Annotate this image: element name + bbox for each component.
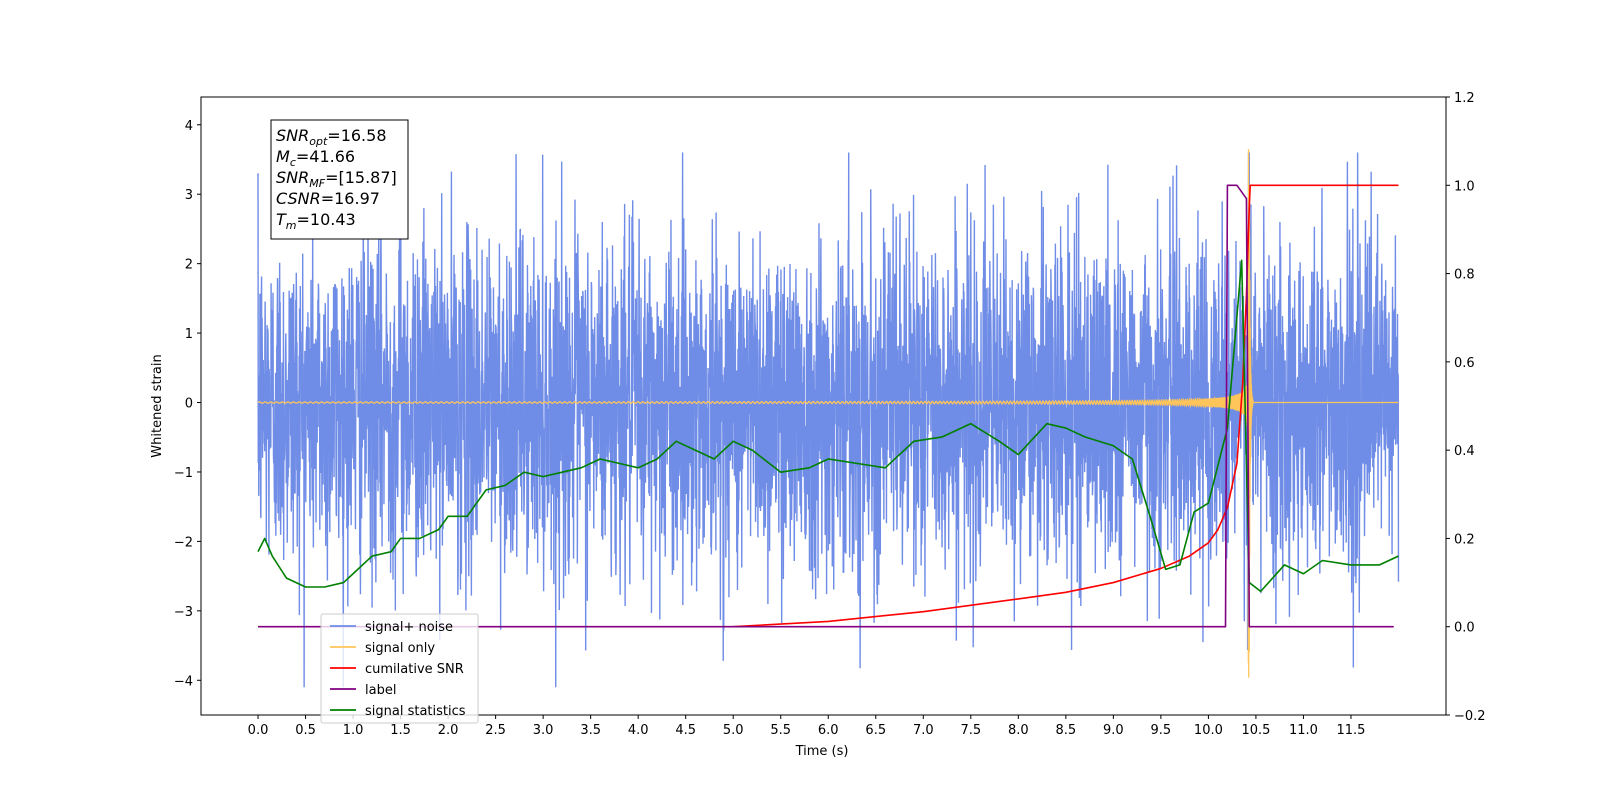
y-axis-right: −0.2 0.0 0.2 0.4 0.6 0.8 1.0 1.2 (1446, 91, 1486, 724)
y-left-tick-label: 2 (185, 258, 193, 273)
y-left-tick-label: −2 (174, 535, 193, 550)
x-tick-label: 5.0 (723, 723, 744, 738)
x-tick-label: 11.5 (1336, 723, 1365, 738)
x-tick-label: 5.5 (770, 723, 791, 738)
legend-label: cumilative SNR (365, 662, 464, 677)
annotation-line: Tm=10.43 (276, 210, 356, 232)
x-tick-label: 4.0 (628, 723, 649, 738)
plot-frame (200, 96, 1447, 716)
y-left-tick-label: 3 (185, 188, 193, 203)
x-tick-label: 9.5 (1151, 723, 1172, 738)
y-right-tick-label: 1.2 (1454, 91, 1475, 106)
series-signal-only-line (257, 149, 1399, 678)
annotation-line: CSNR=16.97 (276, 189, 380, 208)
annotation-box: SNRopt=16.58Mc=41.66SNRMF=[15.87]CSNR=16… (270, 119, 409, 240)
x-tick-label: 10.0 (1194, 723, 1223, 738)
x-tick-label: 1.5 (390, 723, 411, 738)
y-left-tick-label: −3 (174, 605, 193, 620)
annotation-line: SNRMF=[15.87] (276, 168, 397, 190)
legend-label: label (365, 683, 396, 698)
y-axis-label-left: Whitened strain (150, 354, 165, 457)
series-signal-plus-noise-line (257, 152, 1400, 688)
x-tick-label: 7.5 (960, 723, 981, 738)
x-axis: 0.0 0.5 1.0 1.5 2.0 2.5 3.0 3.5 4.0 4.5 5.0 5.5 6.0 6… (248, 715, 1365, 738)
y-left-tick-label: −4 (174, 674, 193, 689)
y-left-tick-label: 0 (185, 397, 193, 412)
x-tick-label: 3.5 (580, 723, 601, 738)
x-tick-label: 2.5 (485, 723, 506, 738)
y-right-tick-label: 0.2 (1454, 532, 1475, 547)
y-left-tick-label: 4 (185, 119, 193, 134)
y-right-tick-label: −0.2 (1454, 709, 1486, 724)
x-tick-label: 4.5 (675, 723, 696, 738)
legend: signal+ noise signal only cumilative SNR la… (320, 613, 479, 724)
legend-label: signal statistics (365, 704, 466, 719)
series-label-line (258, 184, 1394, 628)
x-tick-label: 8.0 (1008, 723, 1029, 738)
legend-frame (320, 613, 479, 724)
series-group (257, 149, 1400, 688)
x-tick-label: 3.0 (533, 723, 554, 738)
legend-label: signal only (365, 641, 435, 656)
y-left-tick-label: −1 (174, 466, 193, 481)
x-tick-label: 6.5 (865, 723, 886, 738)
x-tick-label: 9.0 (1103, 723, 1124, 738)
legend-label: signal+ noise (365, 620, 453, 635)
x-tick-label: 7.0 (913, 723, 934, 738)
x-tick-label: 11.0 (1289, 723, 1318, 738)
y-right-tick-label: 1.0 (1454, 179, 1475, 194)
y-right-tick-label: 0.6 (1454, 356, 1475, 371)
annotation-line: SNRopt=16.58 (276, 126, 387, 148)
y-left-tick-label: 1 (185, 327, 193, 342)
series-signal-statistics-line (257, 259, 1399, 593)
annotation-line: Mc=41.66 (276, 147, 355, 169)
y-right-tick-label: 0.0 (1454, 621, 1475, 636)
x-tick-label: 2.0 (438, 723, 459, 738)
x-axis-label: Time (s) (795, 744, 849, 759)
x-tick-label: 10.5 (1241, 723, 1270, 738)
x-tick-label: 1.0 (343, 723, 364, 738)
x-tick-label: 0.0 (248, 723, 269, 738)
x-tick-label: 0.5 (295, 723, 316, 738)
x-tick-label: 6.0 (818, 723, 839, 738)
y-right-tick-label: 0.4 (1454, 444, 1475, 459)
y-axis-left: −4 −3 −2 −1 0 1 2 3 4 (174, 119, 201, 689)
y-right-tick-label: 0.8 (1454, 268, 1475, 283)
annotation-frame (270, 119, 409, 240)
x-tick-label: 8.5 (1056, 723, 1077, 738)
